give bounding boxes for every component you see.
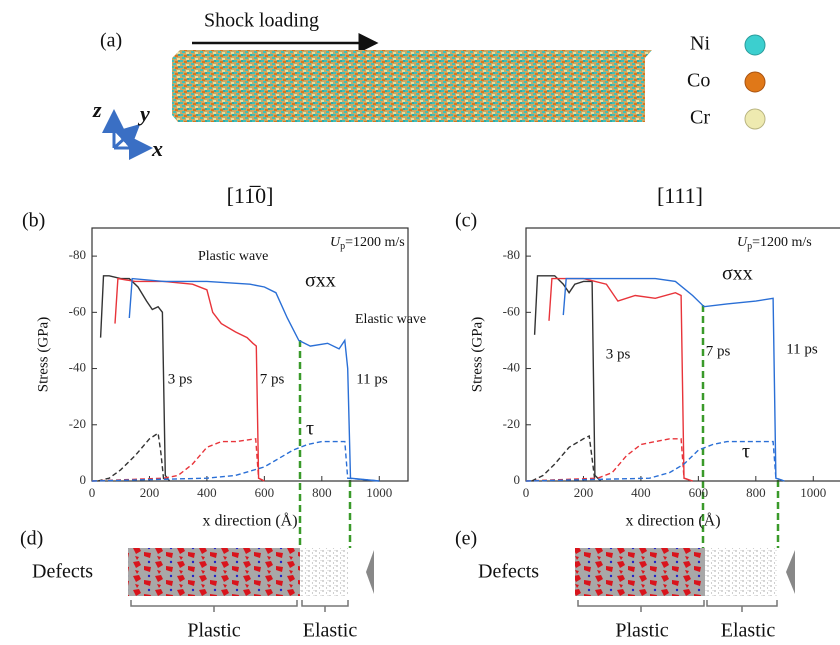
velocity-value: =1200 m/s	[752, 235, 812, 250]
y-tick-label: -80	[503, 247, 520, 262]
panel-label: (e)	[455, 528, 477, 550]
region-label: Elastic	[721, 620, 776, 642]
end-face	[786, 550, 795, 594]
panel-label: (a)	[100, 30, 122, 52]
x-axis-label: x direction (Å)	[202, 512, 297, 530]
x-tick-label: 0	[523, 485, 530, 500]
arrow-label: Shock loading	[204, 10, 319, 32]
stress-line	[99, 275, 171, 482]
x-tick-label: 400	[197, 485, 217, 500]
row-label: Defects	[478, 561, 539, 583]
y-tick-label: -80	[69, 247, 86, 262]
y-tick-label: -60	[503, 303, 520, 318]
x-tick-label: 600	[255, 485, 275, 500]
stress-line	[533, 275, 602, 482]
y-tick-label: 0	[80, 472, 87, 487]
panel-label: (b)	[22, 210, 45, 232]
plot-frame	[525, 227, 840, 482]
y-tick-label: -20	[503, 416, 520, 431]
axis-arrow	[112, 123, 141, 150]
plastic-region	[575, 548, 705, 596]
plastic-region	[128, 548, 300, 596]
y-axis-label: Stress (GPa)	[35, 317, 51, 392]
velocity-label: Up=1200 m/s	[737, 235, 812, 252]
panel-label: (c)	[455, 210, 477, 232]
stress-line	[114, 277, 265, 482]
legend-label: Co	[687, 70, 710, 92]
stress-line	[128, 277, 380, 482]
y-axis-label: Stress (GPa)	[469, 317, 485, 392]
annotation: σxx	[305, 270, 336, 292]
plot-frame	[91, 227, 409, 482]
stress-line	[562, 277, 785, 482]
series-label: 7 ps	[260, 371, 285, 387]
bracket	[130, 600, 298, 612]
y-tick-label: -40	[503, 360, 520, 375]
annotation: τ	[306, 418, 314, 440]
series-label: 3 ps	[168, 371, 193, 387]
series-label: 11 ps	[356, 371, 388, 387]
annotation: τ	[742, 441, 750, 463]
bracket	[301, 600, 349, 612]
legend-swatch	[744, 108, 766, 130]
axis-label: y	[137, 101, 150, 126]
series-label: 11 ps	[786, 341, 818, 357]
annotation: Elastic wave	[355, 312, 426, 327]
shear-line	[525, 438, 693, 482]
legend-swatch	[744, 71, 766, 93]
region-label: Elastic	[303, 620, 358, 642]
x-tick-label: 800	[312, 485, 332, 500]
annotation: Plastic wave	[198, 249, 268, 264]
x-tick-label: 800	[746, 485, 766, 500]
region-label: Plastic	[615, 620, 668, 642]
atom-box	[172, 50, 652, 122]
y-tick-label: -60	[69, 303, 86, 318]
velocity-symbol: U	[330, 235, 341, 250]
bracket	[706, 600, 778, 612]
panel-label: (d)	[20, 528, 43, 550]
chart-title: [111]	[657, 183, 703, 208]
y-tick-label: -20	[69, 416, 86, 431]
chart-title: [11̅0]	[227, 183, 274, 208]
y-tick-label: -40	[69, 360, 86, 375]
x-tick-label: 1000	[366, 485, 392, 500]
elastic-region	[300, 548, 348, 596]
x-tick-label: 1000	[800, 485, 826, 500]
velocity-label: Up=1200 m/s	[330, 235, 405, 252]
velocity-value: =1200 m/s	[345, 235, 405, 250]
legend-label: Ni	[690, 33, 710, 55]
row-label: Defects	[32, 561, 93, 583]
legend-label: Cr	[690, 107, 710, 129]
end-face	[366, 550, 374, 594]
legend-swatch	[744, 34, 766, 56]
shear-line	[91, 440, 380, 482]
shear-line	[91, 438, 265, 482]
elastic-region	[705, 548, 777, 596]
stress-line	[548, 277, 693, 482]
shear-line	[97, 432, 165, 482]
annotation: σxx	[722, 263, 753, 285]
x-tick-label: 600	[689, 485, 709, 500]
x-axis-label: x direction (Å)	[625, 512, 720, 530]
shear-line	[525, 440, 785, 482]
x-tick-label: 0	[89, 485, 96, 500]
velocity-sub: p	[340, 241, 345, 252]
shear-line	[531, 434, 596, 482]
series-label: 7 ps	[706, 343, 731, 359]
region-label: Plastic	[187, 620, 240, 642]
velocity-symbol: U	[737, 235, 748, 250]
axis-label: z	[92, 97, 102, 122]
series-label: 3 ps	[606, 346, 631, 362]
x-tick-label: 200	[140, 485, 160, 500]
y-tick-label: 0	[514, 472, 521, 487]
x-tick-label: 200	[574, 485, 594, 500]
axis-label: x	[151, 136, 163, 161]
x-tick-label: 400	[631, 485, 651, 500]
velocity-sub: p	[747, 241, 752, 252]
bracket	[577, 600, 705, 612]
